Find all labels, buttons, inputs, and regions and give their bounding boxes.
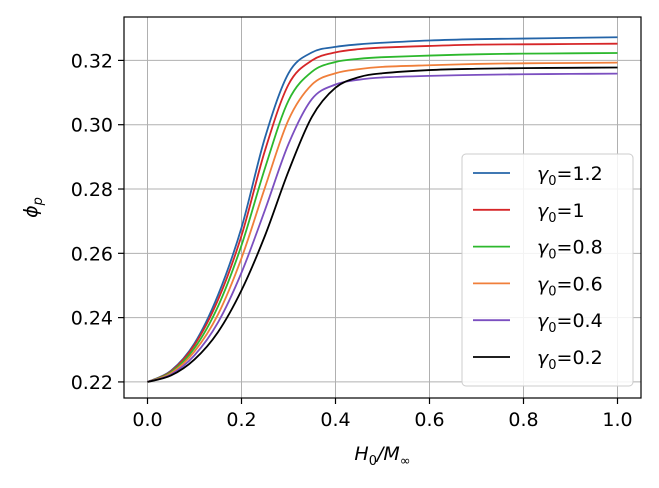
series-line-3 — [147, 61, 618, 383]
legend-label: γ0=0.2 — [537, 347, 603, 373]
x-tick-label: 0.4 — [320, 409, 350, 431]
y-tick-label: 0.30 — [71, 115, 113, 137]
legend: γ0=1.2 γ0=1 γ0=0.8 γ0=0.6 γ0=0.4 γ0=0.2 — [461, 153, 634, 387]
y-tick-label: 0.24 — [71, 308, 113, 330]
legend-label: γ0=0.6 — [537, 273, 603, 299]
series-line-1 — [147, 42, 618, 383]
x-tick-label: 0.0 — [132, 409, 162, 431]
legend-label: γ0=1 — [537, 200, 585, 226]
y-axis-label: ϕp — [20, 197, 46, 218]
series-line-5 — [147, 66, 618, 383]
legend-box — [461, 153, 634, 387]
x-tick-label: 0.6 — [414, 409, 444, 431]
legend-label: γ0=1.2 — [537, 163, 603, 189]
series-line-2 — [147, 52, 618, 383]
y-tick-label: 0.22 — [71, 372, 113, 394]
x-tick-label: 1.0 — [602, 409, 632, 431]
x-tick-label: 0.2 — [226, 409, 256, 431]
x-axis-label: H0/M∞ — [354, 443, 410, 469]
x-tick-label: 0.8 — [508, 409, 538, 431]
series-line-4 — [147, 72, 618, 383]
series-line-0 — [147, 36, 618, 383]
plot-frame — [123, 16, 642, 399]
legend-label: γ0=0.4 — [537, 310, 603, 336]
legend-label: γ0=0.8 — [537, 237, 603, 263]
series-lines — [147, 36, 618, 383]
y-axis: 0.22 0.24 0.26 0.28 0.30 0.32 — [71, 50, 124, 394]
y-tick-label: 0.28 — [71, 179, 113, 201]
x-axis: 0.0 0.2 0.4 0.6 0.8 1.0 — [132, 398, 633, 431]
y-tick-label: 0.26 — [71, 243, 113, 265]
y-tick-label: 0.32 — [71, 50, 113, 72]
